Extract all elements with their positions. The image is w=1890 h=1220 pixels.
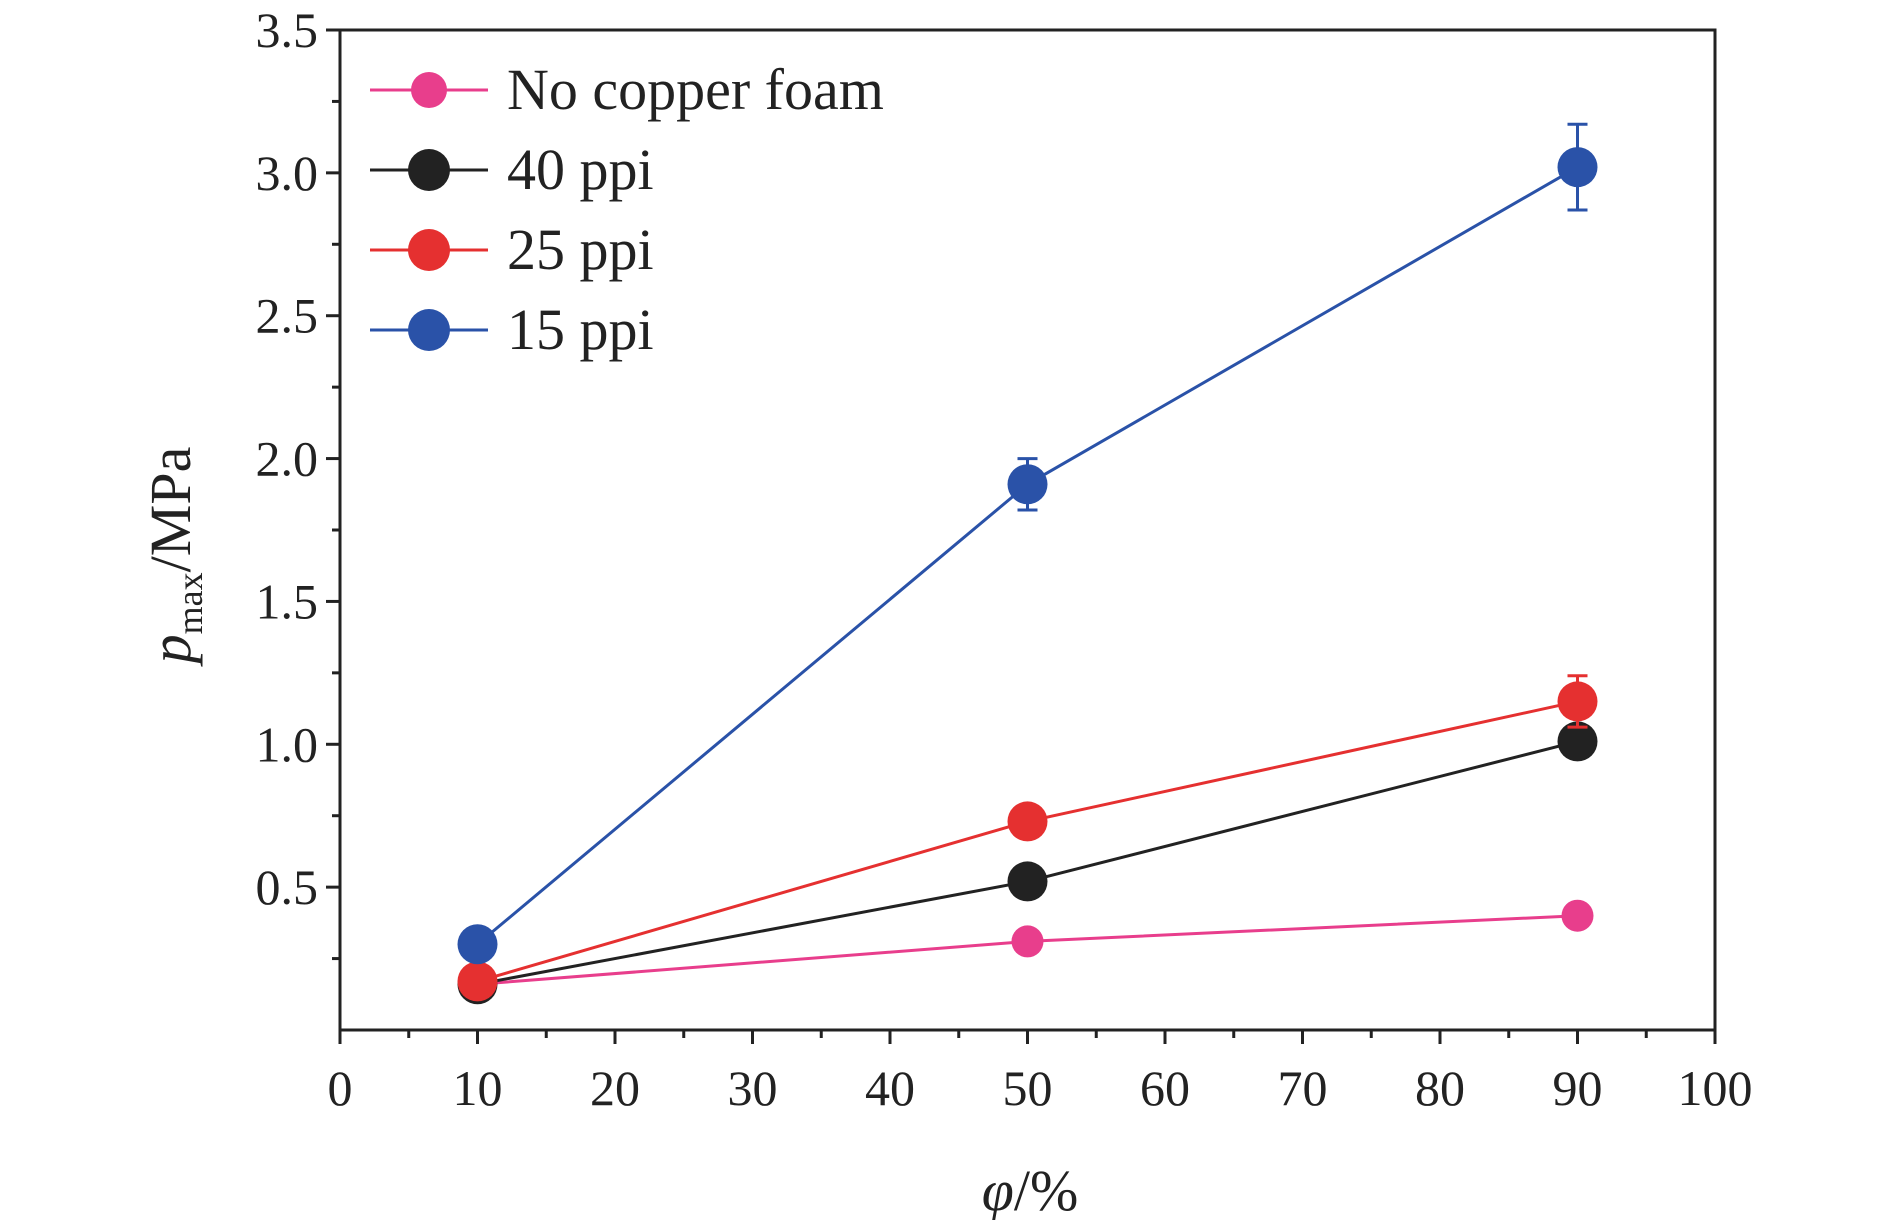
- x-tick-label: 100: [1678, 1060, 1753, 1116]
- data-point: [1011, 925, 1044, 958]
- x-tick-label: 30: [728, 1060, 778, 1116]
- y-tick-label: 0.5: [256, 859, 319, 915]
- series-1: [457, 721, 1598, 1005]
- data-point: [1007, 464, 1048, 505]
- axes: 0 10 20 30 40 50 60 70 80 90 100 0.5 1.0 1.5 2.0 2.5 3.0…: [256, 2, 1753, 1116]
- y-axis-title-suffix: /MPa: [138, 447, 203, 573]
- series-0: [461, 899, 1594, 1001]
- legend-marker: [408, 149, 450, 191]
- y-tick-label: 2.5: [256, 288, 319, 344]
- legend-entry: No copper foam: [370, 57, 884, 122]
- data-point: [1561, 899, 1594, 932]
- legend-label: 40 ppi: [507, 137, 654, 202]
- data-point: [457, 961, 498, 1002]
- y-tick-label: 3.0: [256, 145, 319, 201]
- x-tick-label: 90: [1553, 1060, 1603, 1116]
- legend-entry: 15 ppi: [370, 297, 654, 362]
- legend-entry: 25 ppi: [370, 217, 654, 282]
- data-point: [1557, 721, 1598, 762]
- legend-entry: 40 ppi: [370, 137, 654, 202]
- series-2: [457, 674, 1598, 1002]
- x-tick-label: 40: [865, 1060, 915, 1116]
- legend-label: 15 ppi: [507, 297, 654, 362]
- data-point: [1557, 681, 1598, 722]
- x-axis-title: φ/%: [982, 1158, 1079, 1220]
- legend: No copper foam 40 ppi 25 ppi 15 ppi: [370, 57, 884, 362]
- y-axis-title-sub: max: [170, 572, 210, 634]
- x-tick-label: 20: [590, 1060, 640, 1116]
- y-tick-label: 1.5: [256, 573, 319, 629]
- x-tick-label: 10: [453, 1060, 503, 1116]
- legend-marker: [411, 72, 447, 108]
- data-point: [457, 924, 498, 965]
- y-axis-title: pmax/MPa: [138, 447, 210, 668]
- y-tick-label: 3.5: [256, 2, 319, 58]
- x-tick-label: 80: [1415, 1060, 1465, 1116]
- x-tick-label: 50: [1003, 1060, 1053, 1116]
- data-point: [1007, 861, 1048, 902]
- legend-label: No copper foam: [507, 57, 884, 122]
- legend-marker: [408, 309, 450, 351]
- plot-area: [457, 122, 1598, 1005]
- x-axis-title-main: φ: [982, 1158, 1014, 1220]
- y-axis-title-main: p: [138, 634, 203, 667]
- x-axis-title-suffix: /%: [1014, 1158, 1078, 1220]
- data-point: [1557, 147, 1598, 188]
- x-tick-label: 0: [328, 1060, 353, 1116]
- y-tick-label: 2.0: [256, 431, 319, 487]
- x-tick-label: 70: [1278, 1060, 1328, 1116]
- x-tick-label: 60: [1140, 1060, 1190, 1116]
- data-point: [1007, 801, 1048, 842]
- legend-label: 25 ppi: [507, 217, 654, 282]
- legend-marker: [408, 229, 450, 271]
- y-tick-label: 1.0: [256, 716, 319, 772]
- series-3: [457, 122, 1598, 965]
